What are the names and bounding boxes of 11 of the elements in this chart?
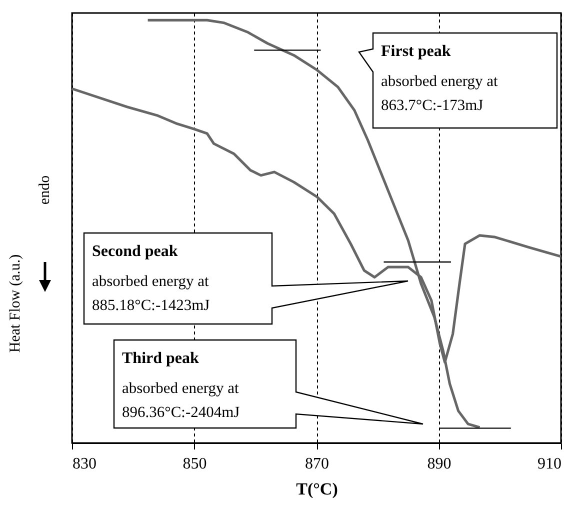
x-tick-label: 850	[182, 456, 207, 472]
x-tick-label: 890	[427, 456, 452, 472]
annotation: Third peak absorbed energy at 896.36°C:-2404mJ	[122, 350, 240, 421]
y-axis-title: Heat Flow (a.u.)	[8, 254, 24, 353]
x-tick-label: 910	[538, 456, 562, 472]
text: endo	[37, 175, 53, 205]
annotation: First peak absorbed energy at 863.7°C:-173mJ	[381, 43, 498, 114]
x-tick-label: 830	[72, 456, 96, 472]
x-axis-title: T(°C)	[296, 480, 338, 498]
annotation: Second peak absorbed energy at 885.18°C:-1423mJ	[92, 243, 210, 314]
x-tick-label: 870	[305, 456, 329, 472]
